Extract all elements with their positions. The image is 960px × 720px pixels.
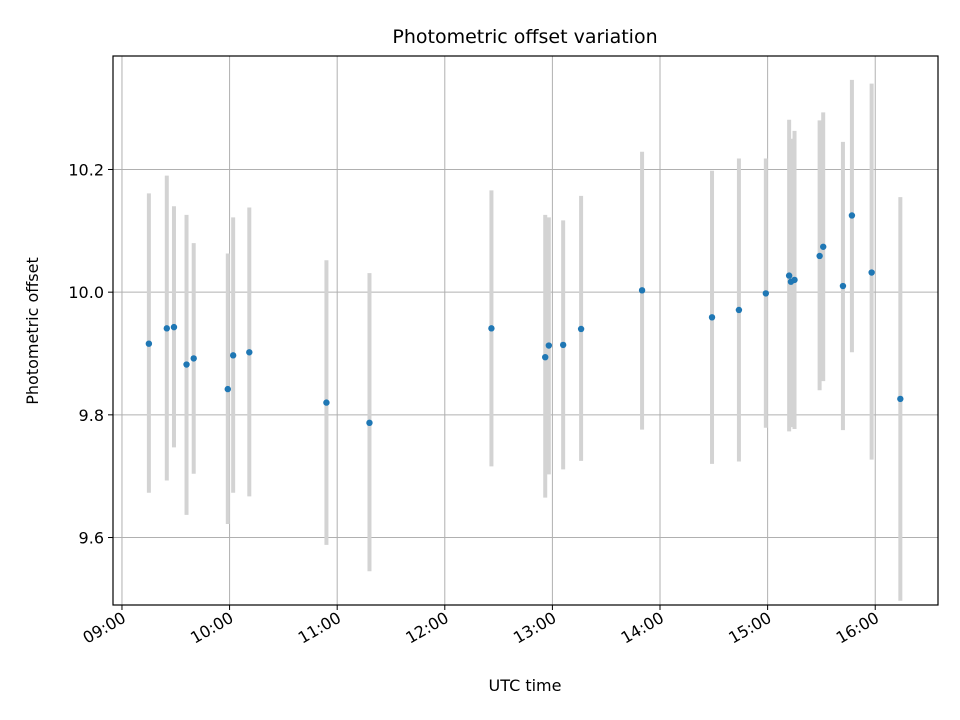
- data-point: [559, 341, 567, 349]
- data-point: [224, 385, 231, 393]
- data-point: [848, 212, 856, 219]
- data-point: [145, 340, 153, 347]
- x-axis-label: UTC time: [489, 676, 562, 695]
- data-point: [762, 290, 770, 297]
- data-point: [791, 276, 798, 284]
- data-point: [577, 325, 585, 333]
- data-point: [366, 419, 373, 427]
- y-tick-label: 9.6: [79, 529, 104, 548]
- data-point: [735, 306, 743, 314]
- data-point: [229, 352, 237, 359]
- y-tick-label: 9.8: [79, 406, 104, 425]
- data-point: [542, 353, 549, 361]
- y-tick-label: 10.0: [68, 283, 104, 302]
- data-point: [638, 287, 646, 294]
- data-point: [323, 399, 330, 406]
- data-point: [170, 323, 178, 331]
- data-point: [545, 342, 553, 349]
- data-point: [897, 395, 904, 403]
- y-axis-ticks: 9.6 9.8 10.0 10.2: [68, 160, 113, 548]
- data-point: [246, 349, 253, 356]
- data-point: [820, 243, 827, 250]
- data-point: [183, 361, 190, 368]
- data-point: [488, 325, 495, 332]
- plot-frame: [112, 55, 939, 606]
- data-point: [868, 269, 875, 276]
- data-point: [816, 252, 823, 260]
- data-points: [145, 212, 904, 427]
- data-point: [190, 355, 197, 362]
- y-tick-label: 10.2: [68, 160, 104, 179]
- data-point: [839, 282, 847, 290]
- data-point: [708, 314, 716, 321]
- y-axis-label: Photometric offset: [23, 257, 42, 405]
- data-point: [163, 325, 171, 332]
- chart-title: Photometric offset variation: [392, 26, 657, 48]
- data-point: [785, 272, 793, 279]
